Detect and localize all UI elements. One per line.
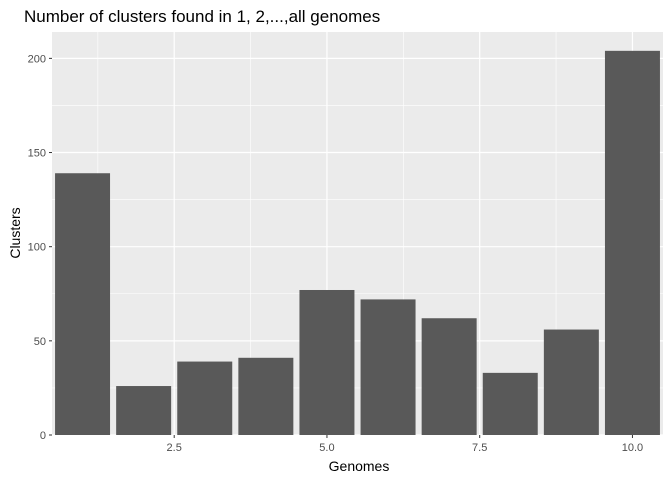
x-axis: 2.5 5.0 7.5 10.0	[167, 435, 643, 454]
x-axis-title: Genomes	[329, 458, 390, 474]
x-tick-label: 7.5	[472, 442, 487, 454]
bar	[116, 386, 172, 435]
bar	[421, 318, 477, 435]
bar	[299, 289, 355, 435]
y-axis-title: Clusters	[7, 207, 23, 258]
bars	[55, 50, 660, 435]
chart-title: Number of clusters found in 1, 2,...,all…	[24, 7, 380, 26]
bar	[604, 50, 660, 435]
y-tick-label: 0	[40, 430, 46, 442]
x-tick-label: 10.0	[622, 442, 643, 454]
minor-gridlines	[52, 32, 663, 435]
bar	[360, 299, 416, 435]
y-axis: 0 50 100 150 200	[28, 53, 52, 442]
bar	[55, 173, 111, 435]
y-tick-label: 150	[28, 148, 46, 160]
x-tick-label: 5.0	[319, 442, 334, 454]
y-tick-label: 200	[28, 53, 46, 65]
x-tick-label: 2.5	[167, 442, 182, 454]
bar	[177, 361, 233, 435]
y-tick-label: 100	[28, 242, 46, 254]
bar	[238, 357, 294, 435]
y-tick-label: 50	[34, 336, 46, 348]
bar	[543, 329, 599, 435]
bar	[482, 372, 538, 435]
